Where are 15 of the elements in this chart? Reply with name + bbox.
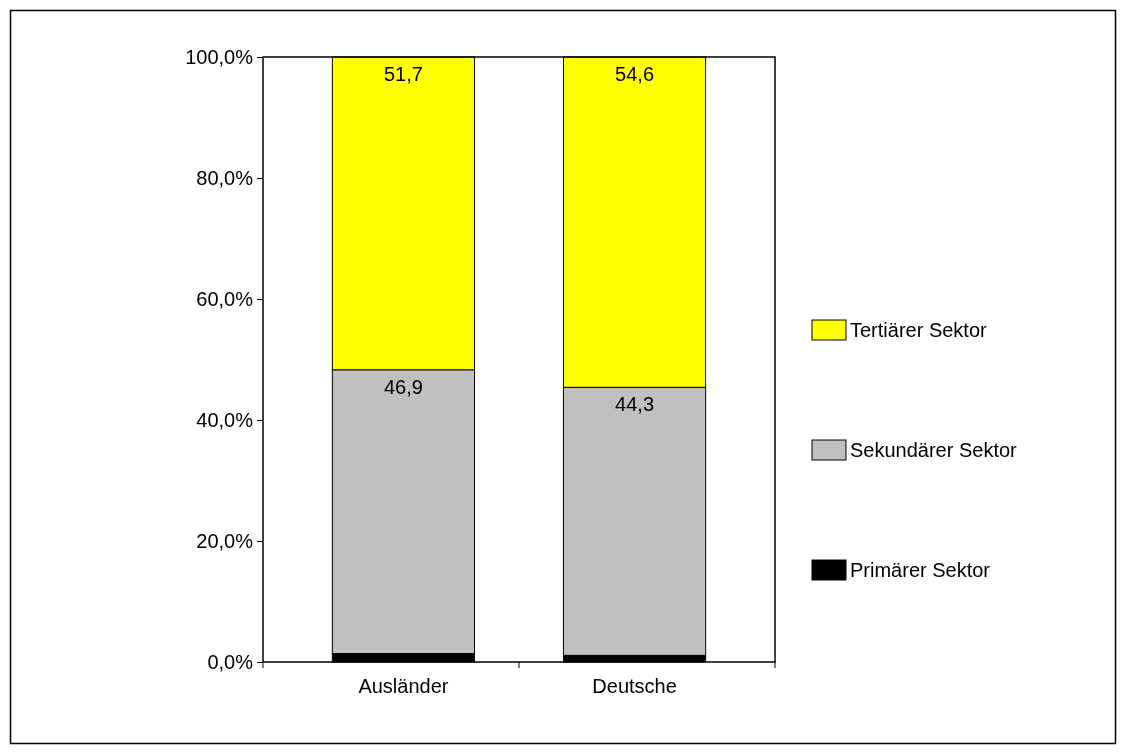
y-tick-label: 100,0% bbox=[185, 45, 254, 68]
data-label: 44,3 bbox=[615, 393, 655, 416]
legend-label: Tertiärer Sektor bbox=[850, 319, 988, 341]
legend-label: Primärer Sektor bbox=[850, 559, 991, 581]
x-tick-label: Deutsche bbox=[592, 675, 677, 697]
y-tick-label: 0,0% bbox=[207, 650, 254, 673]
x-tick-label: Ausländer bbox=[358, 675, 449, 697]
data-label: 46,9 bbox=[383, 375, 423, 398]
y-tick-label: 20,0% bbox=[196, 529, 254, 552]
y-tick-label: 40,0% bbox=[196, 408, 254, 431]
data-label: 51,7 bbox=[383, 63, 423, 85]
y-tick-label: 60,0% bbox=[196, 287, 254, 310]
legend-label: Sekundärer Sektor bbox=[850, 439, 1018, 461]
y-tick-label: 80,0% bbox=[196, 166, 254, 189]
data-label: 54,6 bbox=[615, 63, 655, 85]
